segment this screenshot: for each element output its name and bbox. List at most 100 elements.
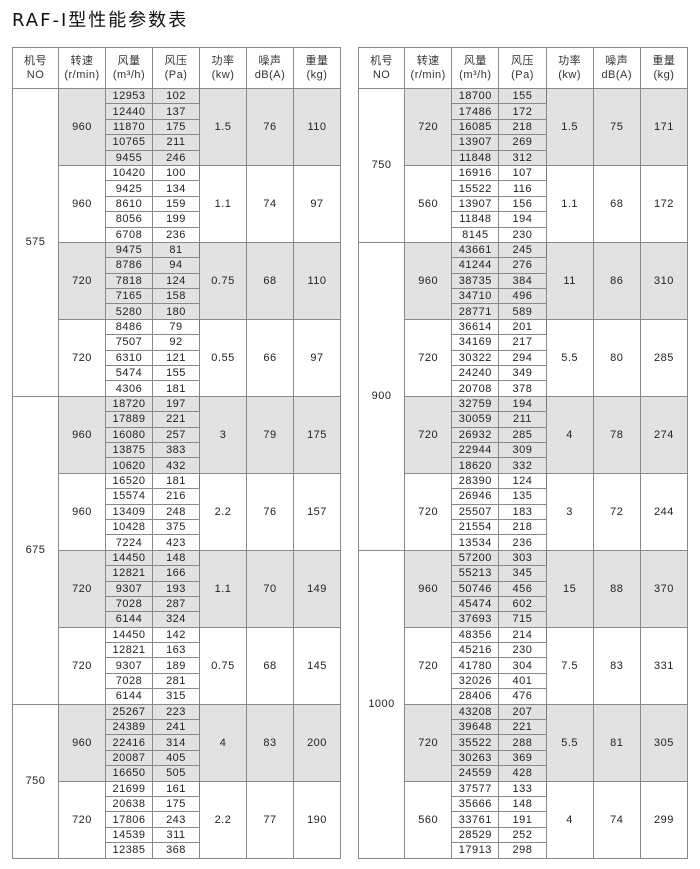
table-row: 28529 252 [359, 826, 688, 844]
flow-cell: 16916 [451, 164, 500, 182]
weight-cell: 305 [639, 703, 689, 782]
pressure-cell: 214 [498, 626, 547, 644]
pressure-cell: 303 [498, 549, 547, 567]
table-row: 20087 405 [13, 749, 341, 767]
pressure-cell: 287 [152, 595, 200, 613]
flow-cell: 10420 [105, 164, 153, 182]
pressure-cell: 294 [498, 349, 547, 367]
speed-cell: 960 [58, 395, 106, 474]
flow-cell: 7818 [105, 272, 153, 290]
pressure-cell: 315 [152, 688, 200, 705]
pressure-cell: 163 [152, 642, 200, 659]
pressure-cell: 221 [498, 719, 547, 736]
column-header: 机号 NO [357, 47, 406, 89]
pressure-cell: 197 [152, 395, 200, 413]
flow-cell: 35522 [451, 734, 500, 751]
header-label-unit: (kg) [306, 69, 328, 81]
pressure-cell: 230 [498, 226, 547, 243]
flow-cell: 8056 [105, 211, 153, 228]
table-row: 9307 193 [13, 580, 341, 597]
table-row: 7028 287 [13, 595, 341, 613]
speed-cell: 720 [404, 626, 453, 705]
table-row: 18620 332 [359, 457, 688, 474]
flow-cell: 17913 [451, 842, 500, 859]
pressure-cell: 246 [152, 149, 200, 166]
table-row: 45216 230 [359, 642, 688, 659]
column-header: 重量 (kg) [639, 47, 689, 89]
column-header: 转速 (r/min) [58, 47, 106, 89]
table-row: 22944 309 [359, 441, 688, 459]
column-header: 重量 (kg) [293, 47, 341, 89]
flow-cell: 15522 [451, 180, 500, 197]
table-row: 37693 715 [359, 611, 688, 628]
speed-cell: 960 [58, 88, 106, 166]
pressure-cell: 476 [498, 688, 547, 705]
table-row: 16085 218 [359, 118, 688, 136]
flow-cell: 41244 [451, 257, 500, 274]
header-label-cn: 机号 [24, 55, 47, 67]
flow-cell: 9425 [105, 180, 153, 197]
weight-cell: 285 [639, 318, 689, 397]
pressure-cell: 175 [152, 795, 200, 813]
power-cell: 4 [199, 703, 247, 782]
pressure-cell: 121 [152, 349, 200, 367]
flow-cell: 7028 [105, 672, 153, 690]
table-row: 33761 191 [359, 811, 688, 828]
flow-cell: 10428 [105, 518, 153, 536]
power-cell: 11 [545, 241, 594, 320]
flow-cell: 5280 [105, 303, 153, 320]
flow-cell: 13875 [105, 441, 153, 459]
pressure-cell: 124 [498, 472, 547, 490]
pressure-cell: 201 [498, 318, 547, 336]
weight-cell: 299 [639, 780, 689, 859]
header-label-unit: (kw) [211, 69, 235, 81]
header-label-unit: (m³/h) [459, 69, 492, 81]
table-row: 7165 158 [13, 288, 341, 305]
pressure-cell: 221 [152, 411, 200, 428]
pressure-cell: 161 [152, 780, 200, 797]
pressure-cell: 375 [152, 518, 200, 536]
pressure-cell: 715 [498, 611, 547, 628]
table-row: 720 32759 194 4 78 274 [359, 395, 689, 474]
model-number: 1000 [357, 549, 406, 859]
model-number: 750 [12, 703, 59, 859]
power-cell: 0.55 [199, 318, 247, 397]
power-cell: 0.75 [199, 241, 247, 320]
table-row: 8786 94 [13, 257, 341, 274]
pressure-cell: 456 [498, 580, 547, 597]
noise-cell: 76 [246, 88, 294, 166]
table-row: 30322 294 [359, 349, 688, 367]
flow-cell: 11870 [105, 118, 153, 136]
pressure-cell: 92 [152, 334, 200, 351]
table-row: 1000 960 57200 303 15 88 370 [357, 549, 689, 859]
pressure-cell: 589 [498, 303, 547, 320]
flow-cell: 28390 [451, 472, 500, 490]
header-label-unit: NO [372, 69, 391, 81]
speed-cell: 720 [404, 395, 453, 474]
pressure-cell: 193 [152, 580, 200, 597]
flow-cell: 18700 [451, 87, 500, 105]
weight-cell: 175 [293, 395, 341, 474]
table-row: 17913 298 [359, 842, 688, 859]
header-label-cn: 功率 [211, 55, 235, 67]
table-row: 5280 180 [13, 303, 341, 320]
speed-cell: 960 [58, 164, 106, 243]
flow-cell: 13534 [451, 534, 500, 551]
flow-cell: 21699 [105, 780, 153, 797]
pressure-cell: 183 [498, 503, 547, 520]
noise-cell: 88 [592, 549, 641, 628]
table-row: 9307 189 [13, 657, 341, 674]
flow-cell: 16520 [105, 472, 153, 490]
column-header: 风压 (Pa) [152, 47, 200, 89]
pressure-cell: 158 [152, 288, 200, 305]
flow-cell: 14539 [105, 826, 153, 844]
power-cell: 1.1 [199, 164, 247, 243]
pressure-cell: 285 [498, 426, 547, 443]
header-label-cn: 转速 [70, 55, 94, 67]
noise-cell: 68 [246, 626, 294, 705]
flow-cell: 20087 [105, 749, 153, 767]
table-row: 960 16520 181 2.2 76 157 [13, 472, 341, 551]
table-row: 4306 181 [13, 380, 341, 397]
table-row: 8145 230 [359, 226, 688, 243]
table-row: 15574 216 [13, 488, 341, 505]
